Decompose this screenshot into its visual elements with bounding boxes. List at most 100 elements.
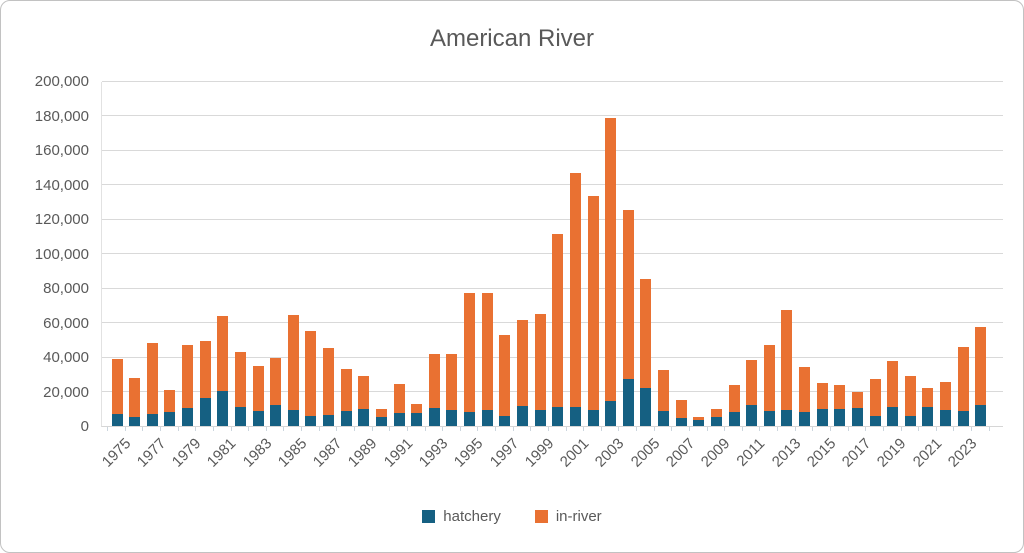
axis-tick — [688, 427, 690, 431]
bar-1976-hatchery — [129, 416, 141, 426]
chart-title: American River — [429, 25, 595, 52]
y-axis-label-40000: 40,000 — [43, 349, 89, 366]
bar-1993-in-river — [428, 354, 440, 408]
axis-tick — [177, 427, 179, 431]
axis-tick — [547, 427, 549, 431]
x-axis-label-2013: 2013 — [768, 435, 804, 471]
y-axis-label-60000: 60,000 — [43, 314, 89, 332]
x-axis-label-1989: 1989 — [345, 435, 381, 471]
x-axis-label-1977: 1977 — [133, 435, 170, 471]
bar-1977-in-river — [146, 343, 158, 414]
bar-1979-in-river — [182, 344, 194, 408]
bar-2023-hatchery — [957, 411, 969, 426]
bar-2024-hatchery — [975, 405, 987, 426]
bar-2012-in-river — [763, 344, 775, 412]
x-axis-label-1981: 1981 — [204, 435, 240, 471]
legend-item-in-river: in-river — [534, 508, 602, 525]
gridline-160000 — [102, 149, 1003, 151]
axis-tick — [318, 427, 320, 431]
legend-swatch-hatchery — [422, 510, 436, 523]
bar-2007-hatchery — [675, 418, 687, 426]
bar-1986-hatchery — [305, 415, 317, 426]
bar-1987-hatchery — [323, 414, 335, 426]
bar-2017-in-river — [851, 392, 863, 408]
bar-1987-in-river — [323, 347, 335, 415]
bar-1986-in-river — [305, 331, 317, 416]
axis-tick — [636, 427, 638, 431]
axis-tick — [971, 427, 973, 431]
x-axis-label-2023: 2023 — [944, 435, 981, 471]
axis-tick — [406, 427, 408, 431]
bar-2009-hatchery — [710, 417, 722, 426]
axis-tick — [653, 427, 655, 431]
bar-2013-in-river — [781, 310, 793, 410]
x-axis-label-1979: 1979 — [168, 435, 205, 471]
x-axis-label-2021: 2021 — [909, 435, 946, 471]
bar-2020-in-river — [904, 375, 916, 416]
x-axis-label-2005: 2005 — [627, 435, 663, 471]
x-axis-label-2003: 2003 — [592, 435, 628, 471]
axis-tick — [935, 427, 937, 431]
gridline-140000 — [102, 184, 1003, 185]
bar-2008-hatchery — [693, 419, 705, 426]
axis-tick — [565, 427, 567, 431]
bar-1989-in-river — [358, 375, 370, 409]
axis-tick — [495, 427, 497, 431]
axis-tick — [389, 427, 391, 431]
axis-tick — [724, 427, 726, 431]
bar-2024-in-river — [975, 326, 987, 406]
axis-tick — [230, 427, 232, 431]
x-axis-label-1975: 1975 — [98, 435, 135, 471]
bar-1983-in-river — [252, 365, 264, 412]
bar-2003-hatchery — [605, 401, 617, 426]
legend-item-hatchery: hatchery — [422, 508, 501, 525]
x-axis-label-1993: 1993 — [415, 435, 452, 471]
bar-1977-hatchery — [146, 413, 158, 426]
bar-2016-in-river — [834, 385, 846, 409]
bar-2003-in-river — [605, 118, 617, 401]
axis-tick — [671, 427, 673, 431]
bar-1984-hatchery — [270, 405, 282, 426]
x-axis-label-1995: 1995 — [451, 435, 487, 471]
bar-2001-in-river — [569, 173, 581, 408]
axis-tick — [195, 427, 197, 431]
axis-tick — [583, 427, 585, 431]
bar-1992-in-river — [411, 404, 423, 414]
axis-tick — [424, 427, 426, 431]
bar-2012-hatchery — [763, 411, 775, 426]
axis-tick — [706, 427, 708, 431]
x-axis-label-2001: 2001 — [556, 435, 593, 471]
bar-1995-in-river — [464, 293, 476, 413]
axis-tick — [283, 427, 285, 431]
axis-tick — [847, 427, 849, 431]
bar-1998-hatchery — [516, 406, 528, 426]
bar-2002-in-river — [587, 195, 599, 410]
bar-2005-in-river — [640, 279, 652, 389]
bar-1990-in-river — [375, 408, 387, 418]
bar-2011-in-river — [746, 360, 758, 406]
y-axis-label-120000: 120,000 — [34, 211, 89, 228]
axis-tick — [160, 427, 162, 431]
x-axis-label-2007: 2007 — [662, 435, 699, 471]
x-axis-label-1987: 1987 — [309, 435, 346, 471]
bar-2010-in-river — [728, 384, 740, 413]
axis-tick — [107, 427, 109, 431]
axis-tick — [741, 427, 743, 431]
axis-tick — [124, 427, 126, 431]
x-axis-label-1999: 1999 — [521, 435, 558, 471]
axis-tick — [477, 427, 479, 431]
bar-1992-hatchery — [411, 413, 423, 426]
bar-1991-hatchery — [393, 413, 405, 426]
bar-1985-hatchery — [287, 409, 299, 426]
bar-1991-in-river — [393, 383, 405, 414]
bar-2000-hatchery — [552, 407, 564, 426]
bar-2014-hatchery — [799, 412, 811, 426]
bar-2013-hatchery — [781, 409, 793, 426]
y-axis-label-200000: 200,000 — [34, 73, 89, 90]
bar-2015-in-river — [816, 382, 828, 409]
y-axis-label-100000: 100,000 — [34, 245, 89, 263]
bar-2022-in-river — [940, 382, 952, 410]
bar-2007-in-river — [675, 400, 687, 419]
y-axis-label-160000: 160,000 — [34, 142, 89, 159]
